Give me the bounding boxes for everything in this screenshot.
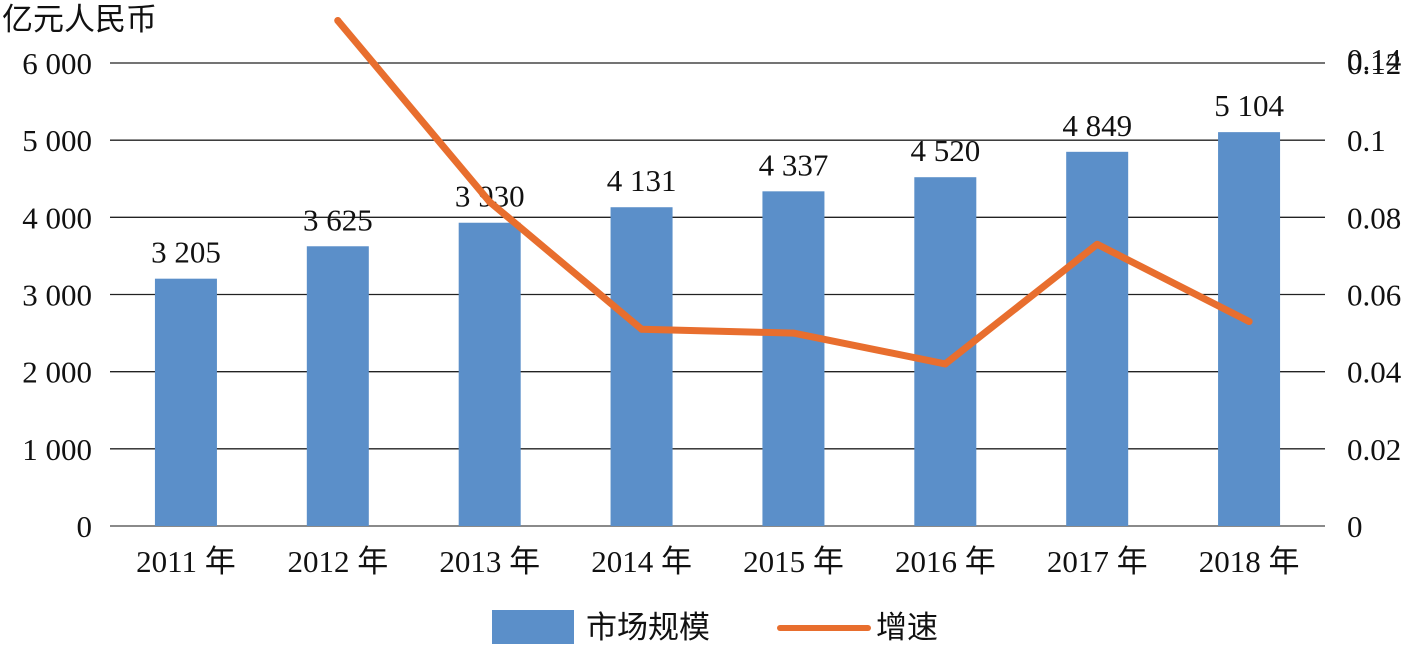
left-tick-label: 3 000 — [22, 278, 92, 313]
x-tick-label: 2011 年 — [136, 544, 236, 579]
growth-rate-point — [1245, 318, 1253, 326]
x-tick-label: 2013 年 — [439, 544, 540, 579]
growth-rate-point — [486, 198, 494, 206]
legend-bar-label: 市场规模 — [586, 610, 710, 645]
bar-data-labels: 3 205 3 625 3 930 4 131 4 337 4 520 4 849 5 104 — [151, 88, 1284, 270]
x-axis-labels: 2011 年 2012 年 2013 年 2014 年 2015 年 2016 年 2017… — [136, 544, 1299, 579]
left-tick-label: 1 000 — [22, 432, 92, 467]
bar-value-label: 5 104 — [1214, 88, 1284, 123]
bar-value-label: 4 849 — [1062, 108, 1132, 143]
bar — [914, 177, 977, 526]
x-tick-label: 2017 年 — [1047, 544, 1148, 579]
growth-rate-point — [334, 17, 342, 25]
growth-rate-point — [789, 329, 797, 337]
bar-value-label: 4 520 — [910, 133, 980, 168]
bar — [610, 207, 673, 527]
grid-lines — [110, 62, 1325, 527]
bar-series — [154, 132, 1281, 527]
left-tick-label: 4 000 — [22, 200, 92, 235]
right-tick-label: 0.1 — [1347, 123, 1386, 158]
right-tick-label: 0.02 — [1347, 432, 1401, 467]
line-series — [334, 17, 1253, 368]
y-axis-unit-label: 亿元人民币 — [2, 2, 157, 37]
x-tick-label: 2015 年 — [743, 544, 844, 579]
x-tick-label: 2014 年 — [591, 544, 692, 579]
bar-value-label: 4 337 — [759, 147, 829, 182]
x-tick-label: 2018 年 — [1199, 544, 1300, 579]
legend-line-label: 增速 — [876, 610, 938, 645]
bar-value-label: 3 625 — [303, 202, 373, 237]
legend: 市场规模 增速 — [492, 610, 938, 645]
right-tick-label: 0.04 — [1347, 355, 1402, 390]
left-tick-label: 6 000 — [22, 46, 92, 81]
right-tick-label: 0.12 — [1347, 46, 1401, 81]
left-tick-label: 0 — [77, 509, 93, 544]
bar — [306, 246, 369, 527]
bar-value-label: 3 205 — [151, 235, 221, 270]
x-tick-label: 2012 年 — [287, 544, 388, 579]
right-tick-label: 0.08 — [1347, 200, 1401, 235]
right-tick-label-top: 0.14 — [1347, 42, 1402, 77]
growth-rate-point — [638, 325, 646, 333]
bar — [154, 278, 217, 526]
left-tick-label: 5 000 — [22, 123, 92, 158]
bar-value-label: 4 131 — [607, 163, 677, 198]
right-axis-ticks: 0 0.02 0.04 0.06 0.08 0.1 0.120.14 — [1347, 42, 1402, 544]
legend-bar-swatch — [492, 610, 574, 644]
bar — [458, 222, 521, 527]
bar — [762, 191, 825, 526]
growth-rate-point — [1093, 240, 1101, 248]
growth-rate-point — [941, 360, 949, 368]
bar — [1218, 132, 1281, 526]
bar-value-label: 3 930 — [455, 179, 525, 214]
right-tick-label: 0 — [1347, 509, 1363, 544]
left-tick-label: 2 000 — [22, 355, 92, 390]
bar — [1066, 151, 1129, 526]
x-tick-label: 2016 年 — [895, 544, 996, 579]
left-axis-ticks: 0 1 000 2 000 3 000 4 000 5 000 6 000 — [22, 46, 92, 544]
right-tick-label: 0.06 — [1347, 278, 1401, 313]
